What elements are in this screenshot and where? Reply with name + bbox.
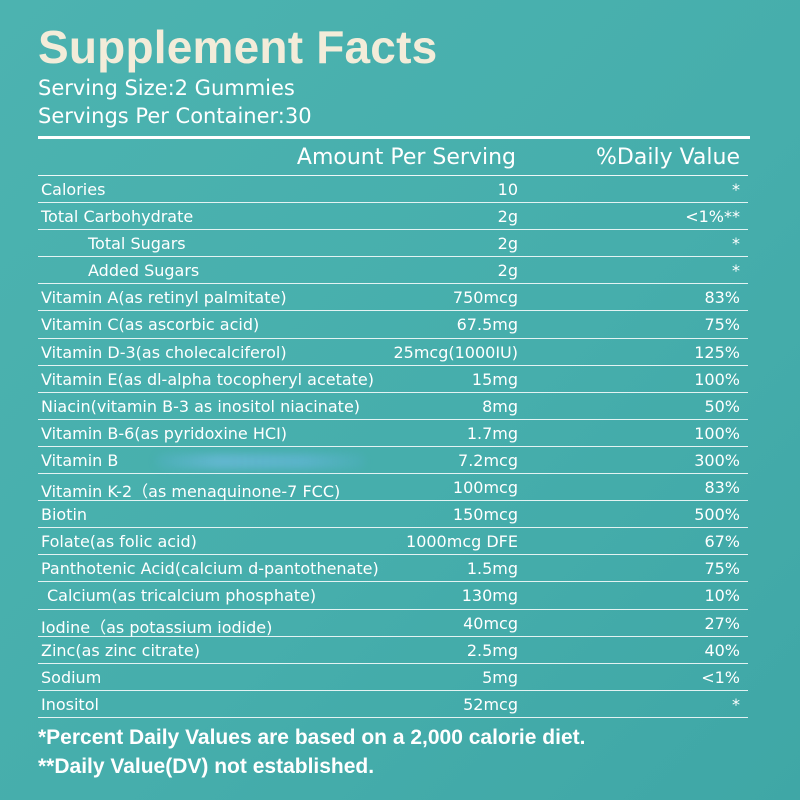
table-row: Calories 10 * (38, 176, 748, 204)
nutrient-name: Vitamin A(as retinyl palmitate) (41, 288, 287, 308)
nutrient-amount: 5mg (482, 667, 518, 687)
thick-divider (38, 136, 750, 139)
nutrient-amount: 67.5mg (456, 315, 518, 335)
nutrient-name: Total Sugars (88, 234, 186, 254)
table-row: Folate(as folic acid) 1000mcg DFE 67% (38, 528, 748, 556)
nutrient-daily-value: 100% (694, 423, 740, 443)
table-row: Biotin 150mcg 500% (38, 501, 748, 529)
table-header: Amount Per Serving %Daily Value (38, 139, 748, 176)
nutrient-daily-value: 50% (704, 396, 740, 416)
nutrient-daily-value: * (732, 180, 740, 199)
nutrient-daily-value: 40% (704, 640, 740, 660)
nutrient-amount: 1000mcg DFE (406, 532, 518, 552)
nutrient-amount: 1.7mg (466, 423, 518, 443)
nutrient-name: Added Sugars (88, 261, 200, 281)
nutrient-amount: 150mcg (452, 505, 518, 525)
nutrient-amount: 15mg (471, 369, 518, 389)
nutrient-name: Zinc(as zinc citrate) (41, 640, 200, 660)
nutrient-name: Niacin(vitamin B-3 as inositol niacinate… (41, 396, 361, 416)
nutrient-daily-value: * (732, 694, 740, 714)
nutrient-amount: 40mcg (463, 613, 518, 633)
table-row: Iodine（as potassium iodide) 40mcg 27% (38, 610, 748, 637)
table-row: Inositol 52mcg * (38, 691, 748, 718)
nutrient-name: Vitamin D-3(as cholecalciferol) (41, 342, 287, 362)
nutrient-amount: 750mcg (452, 288, 518, 308)
nutrient-daily-value: 75% (704, 315, 740, 335)
nutrient-name: Folate(as folic acid) (41, 532, 197, 552)
nutrient-amount: 25mcg(1000IU) (393, 342, 518, 362)
blurred-text-overlay (156, 453, 366, 469)
nutrient-name: Total Carbohydrate (41, 207, 194, 227)
nutrient-amount: 1.5mg (466, 559, 518, 579)
amount-per-serving-header: Amount Per Serving (296, 145, 516, 170)
table-row: Vitamin E(as dl-alpha tocopheryl acetate… (38, 366, 748, 393)
nutrient-daily-value: 300% (694, 450, 740, 470)
nutrient-amount: 2g (497, 234, 518, 254)
nutrient-name: Vitamin B-6(as pyridoxine HCI) (41, 423, 288, 443)
footnote-not-established: **Daily Value(DV) not established. (38, 754, 375, 778)
nutrient-amount: 2.5mg (466, 640, 518, 660)
nutrient-name: Vitamin E(as dl-alpha tocopheryl acetate… (41, 369, 375, 389)
nutrient-daily-value: 100% (694, 369, 740, 389)
nutrient-name: Biotin (41, 505, 88, 525)
serving-size: Serving Size:2 Gummies (38, 76, 295, 100)
nutrient-daily-value: 83% (704, 478, 740, 498)
nutrient-name: Iodine（as potassium iodide) (41, 617, 273, 637)
nutrient-daily-value: * (732, 261, 740, 281)
daily-value-header: %Daily Value (596, 145, 740, 170)
nutrient-daily-value: 10% (704, 586, 740, 606)
nutrient-daily-value: 500% (694, 505, 740, 525)
nutrient-amount: 52mcg (463, 694, 518, 714)
footnote-daily-values: *Percent Daily Values are based on a 2,0… (38, 725, 586, 749)
table-row: Niacin(vitamin B-3 as inositol niacinate… (38, 393, 748, 420)
nutrient-amount: 2g (497, 207, 518, 227)
table-row: Total Sugars 2g * (38, 230, 748, 258)
nutrient-daily-value: 83% (704, 288, 740, 308)
table-row: Zinc(as zinc citrate) 2.5mg 40% (38, 637, 748, 664)
nutrient-name: Vitamin K-2（as menaquinone-7 FCC) (41, 482, 341, 502)
nutrient-amount: 100mcg (452, 478, 518, 498)
nutrient-name: Sodium (41, 667, 102, 687)
table-row: Vitamin B-6(as pyridoxine HCI) 1.7mg 100% (38, 420, 748, 447)
table-row: Added Sugars 2g * (38, 257, 748, 285)
table-row: Vitamin D-3(as cholecalciferol) 25mcg(100… (38, 339, 748, 366)
nutrient-name: Calories (41, 180, 106, 199)
nutrient-amount: 8mg (482, 396, 518, 416)
nutrient-name: Vitamin B (41, 450, 119, 470)
nutrient-name: Inositol (41, 694, 99, 714)
nutrient-daily-value: <1% (701, 667, 740, 687)
nutrient-daily-value: 125% (694, 342, 740, 362)
nutrient-amount: 130mg (461, 586, 518, 606)
nutrient-amount: 10 (497, 180, 518, 199)
table-row: Calcium(as tricalcium phosphate) 130mg 10% (38, 582, 748, 610)
table-row: Vitamin B 7.2mcg 300% (38, 447, 748, 475)
footnotes: *Percent Daily Values are based on a 2,0… (38, 723, 748, 781)
nutrient-daily-value: * (732, 234, 740, 254)
servings-per-container: Servings Per Container:30 (38, 104, 312, 128)
nutrient-daily-value: 75% (704, 559, 740, 579)
nutrient-amount: 2g (497, 261, 518, 281)
table-row: Vitamin A(as retinyl palmitate) 750mcg 83% (38, 284, 748, 312)
nutrient-daily-value: 27% (704, 613, 740, 633)
nutrient-daily-value: <1%** (685, 207, 740, 227)
table-row: Sodium 5mg <1% (38, 664, 748, 691)
table-row: Panthotenic Acid(calcium d-pantothenate)… (38, 555, 748, 583)
supplement-facts-panel: Supplement Facts Serving Size:2 Gummies … (38, 20, 750, 781)
nutrient-amount: 7.2mcg (458, 450, 518, 470)
table-row: Total Carbohydrate 2g <1%** (38, 203, 748, 231)
nutrient-name: Calcium(as tricalcium phosphate) (47, 586, 317, 606)
nutrient-daily-value: 67% (704, 532, 740, 552)
panel-title: Supplement Facts (38, 21, 438, 73)
table-row: Vitamin K-2（as menaquinone-7 FCC) 100mcg 8… (38, 474, 748, 502)
nutrient-name: Panthotenic Acid(calcium d-pantothenate) (41, 559, 379, 579)
nutrient-name: Vitamin C(as ascorbic acid) (41, 315, 260, 335)
table-row: Vitamin C(as ascorbic acid) 67.5mg 75% (38, 311, 748, 339)
